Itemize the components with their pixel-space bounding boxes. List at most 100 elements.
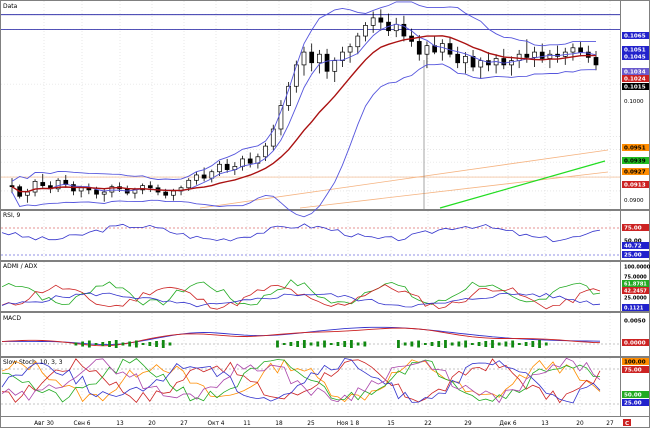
candle-body xyxy=(109,186,115,193)
panel-title: ADMI / ADX xyxy=(3,263,37,270)
macd-histogram-bar xyxy=(470,343,474,345)
macd-histogram-bar xyxy=(108,341,111,347)
adx-minus-di-line xyxy=(1,284,601,310)
panel-frame xyxy=(0,312,650,357)
macd-histogram-bar xyxy=(450,342,454,346)
x-tick-label: 15 xyxy=(387,421,395,427)
price-tag-label: 0.0927 xyxy=(624,170,646,176)
candle xyxy=(324,48,330,79)
macd-histogram-bar xyxy=(296,341,300,347)
x-tick-label: 27 xyxy=(606,421,614,427)
stoch-tag-label: 100.00 xyxy=(624,360,646,366)
candle-body xyxy=(147,185,153,189)
candle-body xyxy=(355,35,361,48)
price-tag-box xyxy=(622,75,649,82)
macd-histogram-bar xyxy=(114,340,118,348)
candle-body xyxy=(293,64,299,87)
macd-histogram-bar xyxy=(464,340,468,348)
candle-body xyxy=(370,17,376,26)
candle xyxy=(301,46,307,76)
stoch-tag-label: 25.00 xyxy=(624,401,642,407)
rsi-line xyxy=(1,223,601,243)
candle-body xyxy=(32,181,38,193)
candle xyxy=(232,162,238,175)
candle-body xyxy=(501,58,507,66)
candle xyxy=(447,37,453,58)
candle-body xyxy=(309,51,315,64)
stoch-tag-box xyxy=(622,366,649,373)
macd-histogram-bar xyxy=(544,342,548,346)
macd-histogram-bar xyxy=(417,340,420,348)
candle xyxy=(194,171,199,185)
candle xyxy=(555,45,560,63)
x-tick-label: Дек 6 xyxy=(499,421,516,427)
price-tag-box xyxy=(622,53,649,60)
x-axis-marker-label: C xyxy=(625,421,629,427)
candle xyxy=(55,178,61,193)
candle-body xyxy=(516,53,522,61)
price-tag-label: 0.1045 xyxy=(624,55,646,61)
x-tick-label: 25 xyxy=(307,421,315,427)
price-tag-box xyxy=(622,83,649,90)
candle-body xyxy=(217,163,222,173)
candle xyxy=(247,152,253,168)
candle-body xyxy=(317,53,322,64)
candle-body xyxy=(78,187,84,192)
stoch-line xyxy=(1,357,601,404)
candle-body xyxy=(140,185,145,191)
macd-tag-label: 0.0000 xyxy=(624,341,646,347)
candle-body xyxy=(224,163,230,170)
candle xyxy=(393,17,399,38)
macd-histogram-bar xyxy=(282,343,286,345)
candle-body xyxy=(9,185,15,188)
macd-histogram-bar xyxy=(336,342,340,346)
macd-histogram-bar xyxy=(430,342,434,346)
candle-body xyxy=(509,60,514,66)
trend-line-green xyxy=(439,160,606,209)
candle-body xyxy=(463,56,468,64)
price-tag-box xyxy=(622,157,649,164)
macd-histogram-bar xyxy=(316,341,320,347)
candle xyxy=(401,15,407,42)
candle-body xyxy=(401,23,407,37)
price-tag-box xyxy=(622,144,649,151)
macd-histogram-bar xyxy=(511,340,515,348)
macd-histogram-bar xyxy=(276,340,279,348)
macd-histogram-bar xyxy=(81,341,85,347)
macd-histogram-bar xyxy=(141,343,145,345)
candle xyxy=(439,39,445,61)
candle xyxy=(493,54,499,74)
candle xyxy=(501,48,507,70)
stoch-line xyxy=(1,358,601,404)
bollinger-lower-band xyxy=(11,63,596,218)
x-tick-label: 11 xyxy=(243,421,251,427)
macd-histogram-bar xyxy=(444,340,447,348)
macd-histogram-bar xyxy=(497,342,501,346)
candle-body xyxy=(25,191,30,196)
macd-tag-box xyxy=(622,339,649,346)
rsi-tag-label: 40.72 xyxy=(624,244,642,250)
candle-body xyxy=(347,46,353,53)
candle-body xyxy=(101,191,107,195)
adx-tag-label: 25.0000 xyxy=(624,296,647,302)
price-tag-label: 0.0951 xyxy=(624,146,646,152)
candle xyxy=(363,22,368,42)
moving-average-fast xyxy=(11,23,597,193)
stoch-line xyxy=(1,359,601,403)
panel-title: MACD xyxy=(3,315,21,322)
candle-body xyxy=(63,179,69,185)
candle-body xyxy=(324,53,330,72)
candle xyxy=(86,183,92,195)
macd-histogram-bar xyxy=(484,341,488,347)
macd-histogram-bar xyxy=(161,340,165,348)
candle xyxy=(63,174,69,188)
macd-histogram-bar xyxy=(309,342,313,346)
adx-tag-label: 100.0000 xyxy=(624,265,650,271)
x-axis-bar xyxy=(0,416,650,428)
trend-line-lower xyxy=(299,171,609,209)
candle xyxy=(532,46,537,68)
candle-body xyxy=(470,56,476,68)
macd-histogram-bar xyxy=(524,342,528,346)
x-tick-label: 13 xyxy=(541,421,549,427)
macd-histogram-bar xyxy=(538,340,541,348)
